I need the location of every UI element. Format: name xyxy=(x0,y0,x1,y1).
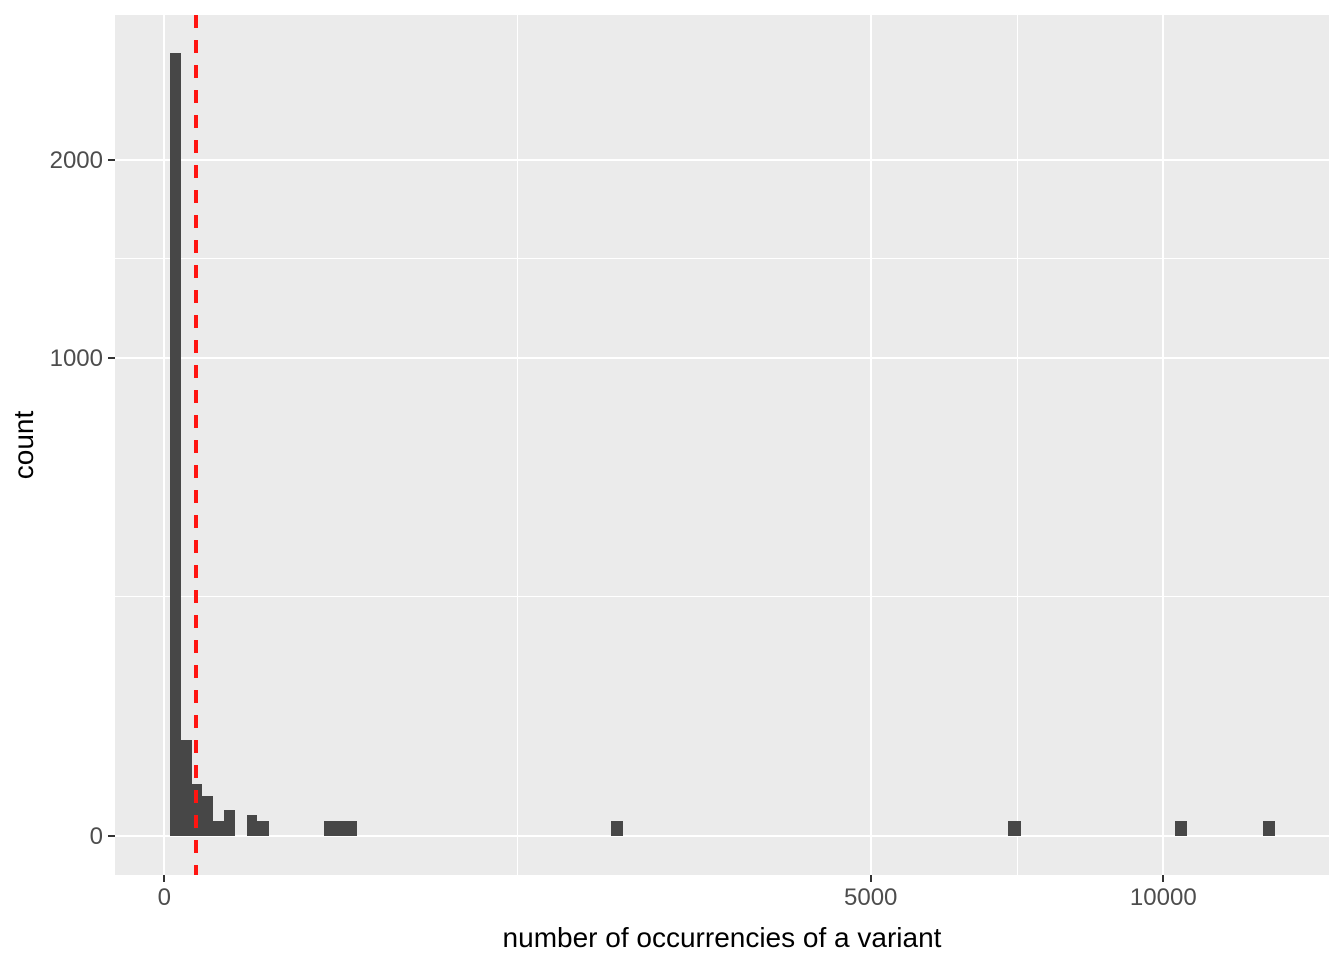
histogram-bar xyxy=(224,809,235,836)
histogram-bar xyxy=(257,820,270,836)
y-tick-label: 0 xyxy=(89,823,103,850)
y-tick-mark xyxy=(108,356,115,359)
x-tick-label: 10000 xyxy=(1129,884,1197,911)
x-axis-title: number of occurrencies of a variant xyxy=(502,922,942,953)
y-tick-label: 1000 xyxy=(49,344,103,372)
y-tick-mark xyxy=(108,158,115,161)
histogram-bar xyxy=(324,820,358,836)
x-tick-label: 5000 xyxy=(843,884,898,911)
y-tick-mark xyxy=(108,835,115,837)
histogram-bar xyxy=(1175,820,1188,836)
gridline-x-major xyxy=(1162,15,1165,875)
histogram-bar xyxy=(181,740,192,836)
x-tick-mark xyxy=(163,875,166,882)
histogram-bar xyxy=(611,820,624,836)
x-tick-mark xyxy=(869,875,872,882)
plot-panel xyxy=(115,15,1329,875)
gridline-x-minor xyxy=(1016,15,1018,875)
histogram-bar xyxy=(246,814,258,836)
gridline-y-minor xyxy=(115,258,1329,260)
y-axis-title: count xyxy=(8,410,39,480)
y-tick-label: 2000 xyxy=(49,146,103,174)
histogram-bar xyxy=(213,820,225,836)
gridline-y-major xyxy=(115,835,1329,837)
x-tick-label: 0 xyxy=(157,884,171,911)
gridline-y-major xyxy=(115,158,1329,161)
histogram-bar xyxy=(202,796,214,836)
histogram-bar xyxy=(1008,820,1021,836)
histogram-bar xyxy=(169,53,181,836)
gridline-x-major xyxy=(163,15,166,875)
gridline-y-major xyxy=(115,356,1329,359)
gridline-y-minor xyxy=(115,596,1329,598)
x-tick-mark xyxy=(1162,875,1165,882)
gridline-x-major xyxy=(869,15,872,875)
reference-line xyxy=(193,15,198,875)
gridline-x-minor xyxy=(516,15,518,875)
histogram-bar xyxy=(1262,820,1275,836)
